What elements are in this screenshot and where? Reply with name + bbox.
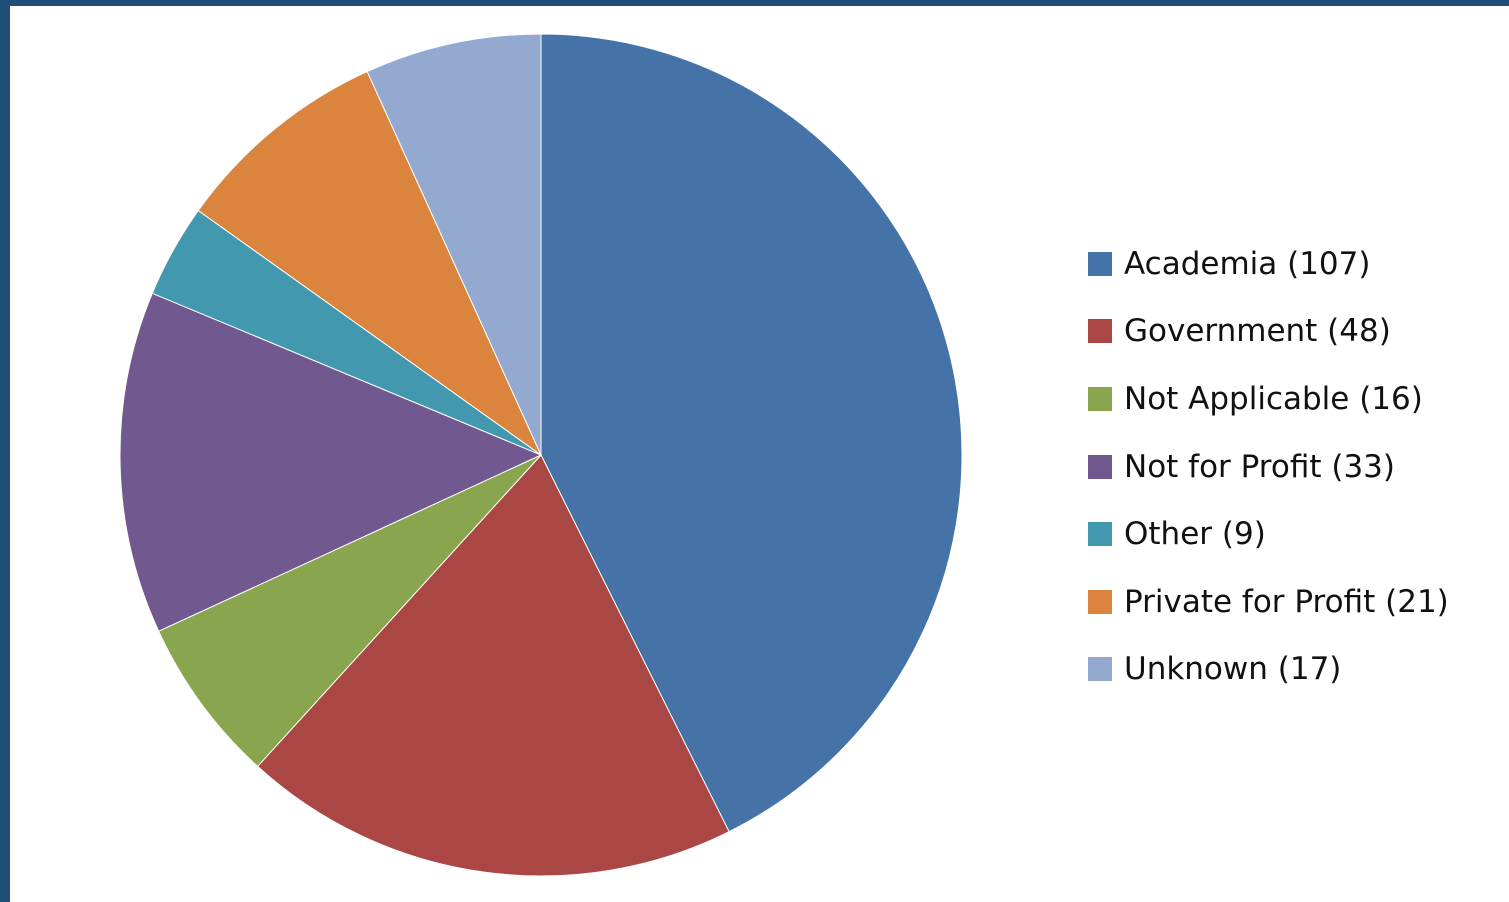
pie-slice-not-for-profit	[119, 292, 543, 632]
pie-slice-government	[256, 454, 730, 877]
legend-label-government: Government (48)	[1124, 313, 1391, 350]
legend-item-government: Government (48)	[1088, 298, 1503, 366]
legend-swatch-not-for-profit	[1088, 454, 1112, 479]
legend-item-other: Other (9)	[1088, 500, 1503, 568]
chart-frame: Academia (107) Government (48) Not Appli…	[10, 6, 1509, 902]
legend-swatch-other	[1088, 522, 1112, 547]
pie-slice-private-for-profit	[197, 70, 543, 457]
legend-label-not-applicable: Not Applicable (16)	[1124, 380, 1423, 417]
legend-swatch-government	[1088, 319, 1112, 344]
legend-label-unknown: Unknown (17)	[1124, 651, 1342, 688]
legend-label-other: Other (9)	[1124, 516, 1266, 553]
legend-label-academia: Academia (107)	[1124, 245, 1371, 282]
legend-swatch-unknown	[1088, 657, 1112, 682]
legend-label-private-for-profit: Private for Profit (21)	[1124, 583, 1449, 620]
pie-slice-academia	[540, 33, 963, 833]
legend-swatch-academia	[1088, 251, 1112, 276]
pie-slice-not-applicable	[157, 454, 542, 768]
pie-chart	[119, 33, 963, 877]
pie-slice-unknown	[366, 33, 542, 456]
legend-item-unknown: Unknown (17)	[1088, 636, 1503, 704]
legend-item-private-for-profit: Private for Profit (21)	[1088, 568, 1503, 636]
legend-label-not-for-profit: Not for Profit (33)	[1124, 448, 1395, 485]
legend-item-not-for-profit: Not for Profit (33)	[1088, 433, 1503, 501]
legend-item-not-applicable: Not Applicable (16)	[1088, 365, 1503, 433]
legend-item-academia: Academia (107)	[1088, 230, 1503, 298]
legend-swatch-not-applicable	[1088, 386, 1112, 411]
legend-swatch-private-for-profit	[1088, 589, 1112, 614]
chart-legend: Academia (107) Government (48) Not Appli…	[1088, 230, 1503, 703]
